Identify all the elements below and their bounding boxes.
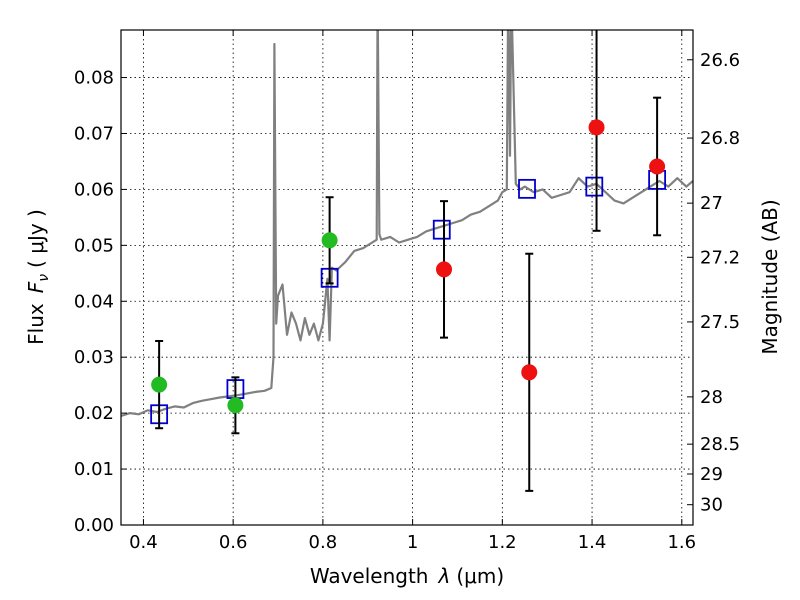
model-square-marker: [518, 178, 536, 199]
data-point: [227, 397, 244, 414]
x-tick-label: 1.4: [578, 532, 607, 553]
data-point: [588, 119, 605, 136]
y-tick-label: 0.01: [74, 459, 114, 480]
y2-tick-label: 29: [700, 464, 723, 485]
y2-tick-label: 26.6: [700, 50, 740, 71]
model-square-marker: [432, 219, 451, 240]
data-point: [649, 158, 666, 175]
x-tick-label: 1: [407, 532, 418, 553]
y2-tick-label: 27: [700, 193, 723, 214]
y-tick-label: 0.00: [74, 515, 114, 536]
spectrum-line: [121, 30, 693, 417]
y-tick-label: 0.03: [74, 347, 114, 368]
y-axis-label: Flux Fν ( μJy ): [24, 209, 52, 345]
y2-axis-label: Magnitude (AB): [758, 199, 782, 354]
y2-tick-label: 27.5: [700, 312, 740, 333]
y-tick-label: 0.08: [74, 68, 114, 89]
x-tick-label: 0.4: [129, 532, 158, 553]
x-tick-label: 1.6: [667, 532, 696, 553]
y-tick-label: 0.04: [74, 291, 114, 312]
y-axis-label-unit: ( μJy ): [24, 209, 48, 268]
x-tick-label: 0.6: [219, 532, 248, 553]
data-point: [436, 261, 453, 278]
tick-layer: 0.4 0.6 0.8 1 1.2 1.4 1.6 0.00 0.01 0.02 0.03 0.04 0…: [74, 30, 740, 553]
spectrum-layer: [121, 30, 693, 417]
y2-tick-label: 26.8: [700, 128, 740, 149]
y-tick-label: 0.02: [74, 403, 114, 424]
model-square-marker: [585, 176, 604, 197]
y2-tick-label: 28: [700, 387, 723, 408]
y-axis-label-symbol: F: [24, 281, 48, 293]
x-axis-label: Wavelength λ (μm): [310, 564, 504, 588]
x-tick-label: 1.2: [488, 532, 517, 553]
x-axis-label-text: Wavelength: [310, 564, 429, 588]
x-tick-label: 0.8: [309, 532, 338, 553]
data-point: [321, 232, 338, 249]
y-tick-label: 0.07: [74, 123, 114, 144]
y-axis-label-text: Flux: [24, 303, 48, 345]
y2-tick-label: 27.2: [700, 247, 740, 268]
y-axis-label-sub: ν: [36, 274, 52, 282]
y2-tick-label: 28.5: [700, 434, 740, 455]
grid-layer: [121, 30, 693, 526]
plot-frame: [120, 29, 694, 526]
x-axis-label-symbol: λ: [438, 564, 451, 588]
y2-tick-label: 30: [700, 495, 723, 516]
marker-layer: [150, 30, 667, 492]
y-tick-label: 0.06: [74, 179, 114, 200]
x-axis-label-unit: (μm): [456, 564, 504, 588]
data-point: [521, 364, 538, 381]
data-point: [151, 376, 168, 393]
y-tick-label: 0.05: [74, 235, 114, 256]
